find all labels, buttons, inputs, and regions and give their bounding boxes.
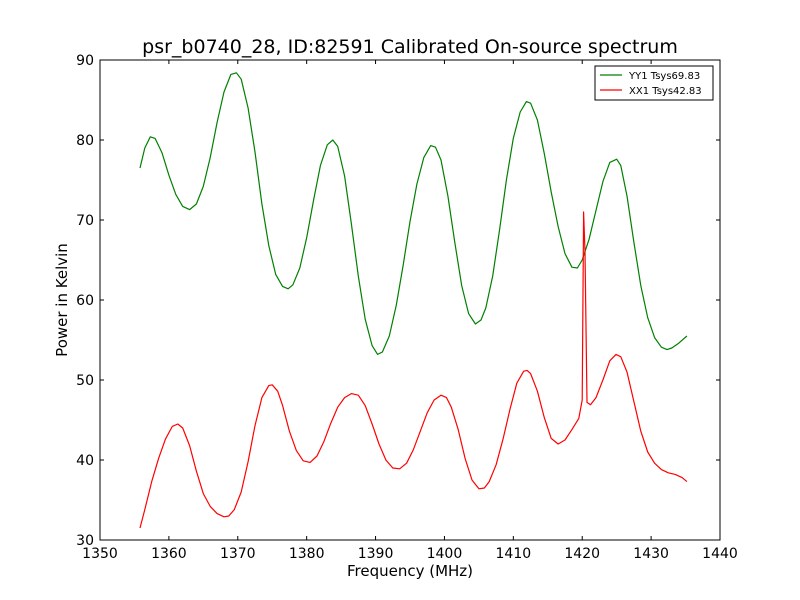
- x-tick-label: 1350: [82, 546, 118, 562]
- x-tick-label: 1360: [151, 546, 187, 562]
- y-tick-label: 70: [76, 213, 94, 229]
- chart-title: psr_b0740_28, ID:82591 Calibrated On-sou…: [142, 36, 678, 58]
- x-axis-label: Frequency (MHz): [347, 562, 473, 580]
- x-tick-label: 1380: [289, 546, 325, 562]
- x-tick-label: 1410: [496, 546, 532, 562]
- y-tick-label: 30: [76, 533, 94, 549]
- x-tick-label: 1370: [220, 546, 256, 562]
- x-tick-label: 1430: [633, 546, 669, 562]
- legend-label-yy1: YY1 Tsys69.83: [628, 71, 700, 82]
- y-tick-label: 90: [76, 53, 94, 69]
- series-line-xx1: [139, 211, 688, 529]
- y-axis-label: Power in Kelvin: [53, 243, 71, 357]
- x-tick-label: 1390: [358, 546, 394, 562]
- y-tick-label: 40: [76, 453, 94, 469]
- y-axis-ticks: 30 40 50 60 70 80 90: [76, 53, 720, 549]
- y-tick-label: 80: [76, 133, 94, 149]
- series-line-yy1: [139, 72, 688, 355]
- y-tick-label: 50: [76, 373, 94, 389]
- x-tick-label: 1420: [564, 546, 600, 562]
- x-tick-label: 1400: [427, 546, 463, 562]
- legend: YY1 Tsys69.83 XX1 Tsys42.83: [594, 65, 714, 101]
- legend-box: [594, 65, 714, 101]
- x-axis-ticks: 1350 1360 1370 1380 1390 1400 1410 1420 1430 1440: [82, 60, 738, 562]
- y-tick-label: 60: [76, 293, 94, 309]
- series-layer: [139, 72, 688, 529]
- x-tick-label: 1440: [702, 546, 738, 562]
- legend-label-xx1: XX1 Tsys42.83: [629, 86, 702, 97]
